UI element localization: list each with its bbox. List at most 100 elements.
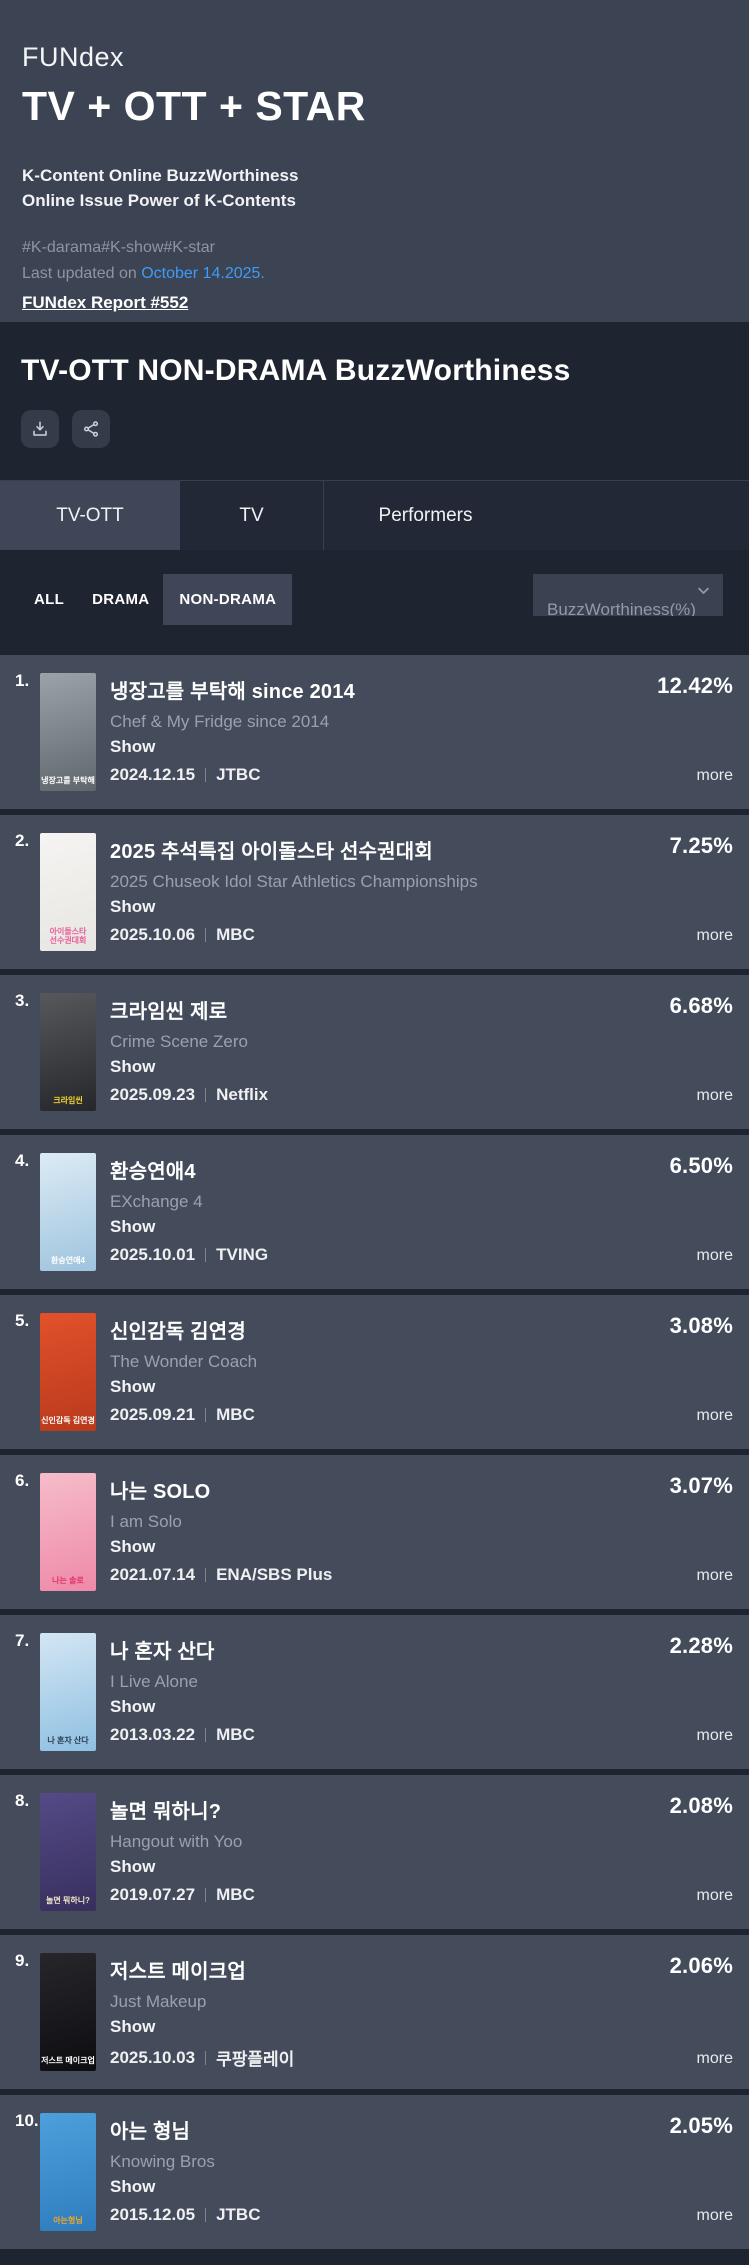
item-text-block: 크라임씬 제로 Crime Scene Zero bbox=[110, 995, 629, 1052]
sort-dropdown[interactable]: BuzzWorthiness(%) bbox=[533, 574, 723, 616]
list-item[interactable]: 9. 저스트 메이크업 저스트 메이크업 Just Makeup Show 20… bbox=[0, 1935, 749, 2089]
item-bottom-row: 2024.12.15 JTBC more bbox=[110, 765, 733, 785]
item-title: 저스트 메이크업 bbox=[110, 1961, 246, 1983]
item-date-line: 2025.10.01 TVING bbox=[110, 1245, 268, 1265]
item-type: Show bbox=[110, 1377, 156, 1396]
item-channel: MBC bbox=[216, 925, 255, 944]
item-text-block: 놀면 뭐하니? Hangout with Yoo bbox=[110, 1795, 629, 1852]
item-channel: Netflix bbox=[216, 1085, 269, 1104]
subtitle-line-1: K-Content Online BuzzWorthiness bbox=[22, 166, 299, 185]
more-link[interactable]: more bbox=[696, 767, 733, 784]
more-link[interactable]: more bbox=[696, 1247, 733, 1264]
list-item[interactable]: 6. 나는 솔로 나는 SOLO I am Solo Show 2021.07.… bbox=[0, 1455, 749, 1609]
list-item[interactable]: 10. 아는형님 아는 형님 Knowing Bros Show 2015.12… bbox=[0, 2095, 749, 2249]
item-title: 나 혼자 산다 bbox=[110, 1641, 215, 1663]
more-link[interactable]: more bbox=[696, 1407, 733, 1424]
item-percent: 2.06% bbox=[669, 1953, 733, 1978]
more-link[interactable]: more bbox=[696, 1887, 733, 1904]
share-icon bbox=[83, 421, 99, 437]
item-text-block: 나 혼자 산다 I Live Alone bbox=[110, 1635, 629, 1692]
sort-dropdown-label: BuzzWorthiness(%) bbox=[547, 600, 696, 616]
item-type: Show bbox=[110, 2017, 156, 2036]
item-channel: MBC bbox=[216, 1885, 255, 1904]
item-subtitle: The Wonder Coach bbox=[110, 1352, 258, 1371]
item-thumbnail: 저스트 메이크업 bbox=[40, 1953, 96, 2071]
date-channel-divider bbox=[205, 2050, 207, 2065]
filter-non-drama[interactable]: NON-DRAMA bbox=[163, 574, 293, 625]
more-link[interactable]: more bbox=[696, 1727, 733, 1744]
item-thumbnail: 아이돌스타 선수권대회 bbox=[40, 833, 96, 951]
more-link[interactable]: more bbox=[696, 1087, 733, 1104]
item-channel: ENA/SBS Plus bbox=[216, 1565, 333, 1584]
share-button[interactable] bbox=[72, 410, 110, 448]
thumbnail-label: 냉장고를 부탁해 bbox=[41, 776, 95, 786]
list-item[interactable]: 8. 놀면 뭐하니? 놀면 뭐하니? Hangout with Yoo Show… bbox=[0, 1775, 749, 1929]
item-text-block: 저스트 메이크업 Just Makeup bbox=[110, 1955, 629, 2012]
item-title: 냉장고를 부탁해 since 2014 bbox=[110, 681, 355, 703]
list-item[interactable]: 7. 나 혼자 산다 나 혼자 산다 I Live Alone Show 201… bbox=[0, 1615, 749, 1769]
item-percent: 12.42% bbox=[657, 673, 733, 698]
download-button[interactable] bbox=[21, 410, 59, 448]
filter-all[interactable]: ALL bbox=[34, 591, 65, 608]
item-text-block: 냉장고를 부탁해 since 2014 Chef & My Fridge sin… bbox=[110, 675, 629, 732]
item-type: Show bbox=[110, 1217, 156, 1236]
more-link[interactable]: more bbox=[696, 927, 733, 944]
tab-tv-ott[interactable]: TV-OTT bbox=[0, 481, 180, 550]
item-date-line: 2025.10.06 MBC bbox=[110, 925, 255, 945]
item-percent: 2.08% bbox=[669, 1793, 733, 1818]
item-thumbnail: 환승연애4 bbox=[40, 1153, 96, 1271]
item-type: Show bbox=[110, 1537, 156, 1556]
item-channel: JTBC bbox=[216, 765, 261, 784]
item-subtitle: Chef & My Fridge since 2014 bbox=[110, 712, 330, 731]
download-icon bbox=[33, 421, 47, 436]
item-type: Show bbox=[110, 737, 156, 756]
item-percent: 2.05% bbox=[669, 2113, 733, 2138]
item-date: 2025.09.23 bbox=[110, 1085, 196, 1104]
date-channel-divider bbox=[205, 1408, 207, 1422]
action-buttons bbox=[0, 410, 749, 448]
report-link[interactable]: FUNdex Report #552 bbox=[22, 293, 189, 313]
app-header: FUNdex TV + OTT + STAR K-Content Online … bbox=[0, 0, 749, 322]
tab-performers[interactable]: Performers bbox=[323, 481, 527, 550]
more-link[interactable]: more bbox=[696, 2049, 733, 2067]
more-link[interactable]: more bbox=[696, 2207, 733, 2224]
item-bottom-row: 2025.10.06 MBC more bbox=[110, 925, 733, 945]
thumbnail-label: 저스트 메이크업 bbox=[41, 2056, 95, 2066]
thumbnail-label: 놀면 뭐하니? bbox=[46, 1896, 90, 1906]
date-channel-divider bbox=[205, 1568, 207, 1582]
item-date-line: 2025.10.03 쿠팡플레이 bbox=[110, 2045, 294, 2070]
item-text-block: 아는 형님 Knowing Bros bbox=[110, 2115, 629, 2172]
list-item[interactable]: 3. 크라임씬 크라임씬 제로 Crime Scene Zero Show 20… bbox=[0, 975, 749, 1129]
item-type: Show bbox=[110, 1057, 156, 1076]
item-subtitle: Just Makeup bbox=[110, 1992, 207, 2011]
item-percent: 6.68% bbox=[669, 993, 733, 1018]
tab-tv[interactable]: TV bbox=[239, 504, 264, 526]
more-link[interactable]: more bbox=[696, 1567, 733, 1584]
item-subtitle: EXchange 4 bbox=[110, 1192, 203, 1211]
item-bottom-row: 2025.09.21 MBC more bbox=[110, 1405, 733, 1425]
date-channel-divider bbox=[205, 1248, 207, 1262]
item-type: Show bbox=[110, 1697, 156, 1716]
item-channel: JTBC bbox=[216, 2205, 261, 2224]
list-item[interactable]: 1. 냉장고를 부탁해 냉장고를 부탁해 since 2014 Chef & M… bbox=[0, 655, 749, 809]
item-date-line: 2024.12.15 JTBC bbox=[110, 765, 261, 785]
item-bottom-row: 2025.10.01 TVING more bbox=[110, 1245, 733, 1265]
item-date-line: 2021.07.14 ENA/SBS Plus bbox=[110, 1565, 332, 1585]
item-type: Show bbox=[110, 897, 156, 916]
item-title: 나는 SOLO bbox=[110, 1481, 211, 1503]
item-bottom-row: 2021.07.14 ENA/SBS Plus more bbox=[110, 1565, 733, 1585]
list-item[interactable]: 2. 아이돌스타 선수권대회 2025 추석특집 아이돌스타 선수권대회 202… bbox=[0, 815, 749, 969]
item-subtitle: I am Solo bbox=[110, 1512, 182, 1531]
list-item[interactable]: 5. 신인감독 김연경 신인감독 김연경 The Wonder Coach Sh… bbox=[0, 1295, 749, 1449]
date-channel-divider bbox=[205, 2208, 207, 2222]
item-date: 2019.07.27 bbox=[110, 1885, 196, 1904]
tab-bar: TV-OTT TV Performers bbox=[0, 480, 749, 550]
filter-drama[interactable]: DRAMA bbox=[92, 591, 150, 608]
list-item[interactable]: 4. 환승연애4 환승연애4 EXchange 4 Show 2025.10.0… bbox=[0, 1135, 749, 1289]
date-channel-divider bbox=[205, 1888, 207, 1902]
item-title: 2025 추석특집 아이돌스타 선수권대회 bbox=[110, 841, 433, 863]
thumbnail-label: 신인감독 김연경 bbox=[41, 1416, 95, 1426]
item-date-line: 2019.07.27 MBC bbox=[110, 1885, 255, 1905]
item-channel: MBC bbox=[216, 1725, 255, 1744]
item-title: 환승연애4 bbox=[110, 1161, 196, 1183]
